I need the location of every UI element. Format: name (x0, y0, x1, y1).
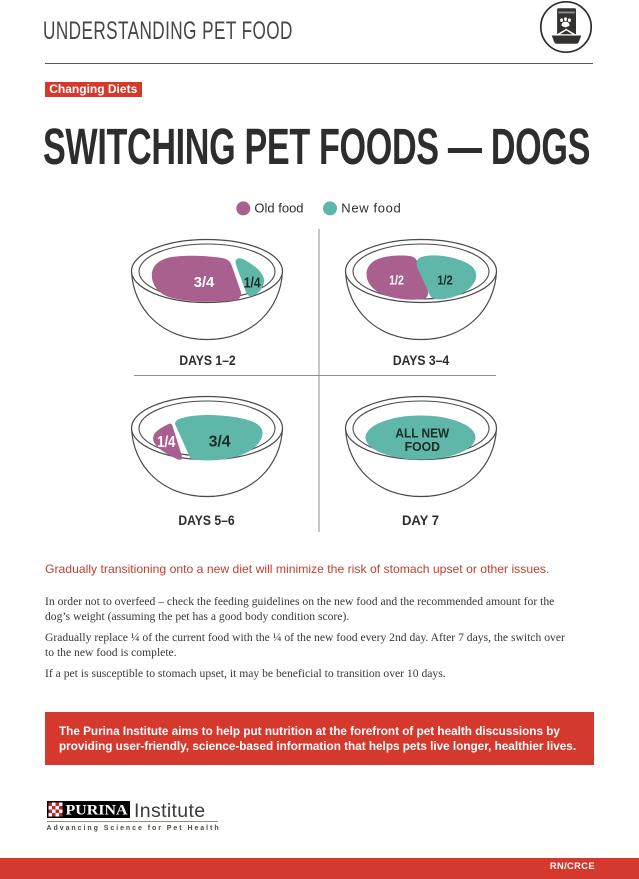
svg-text:Old food: Old food (254, 201, 303, 216)
svg-text:1/2: 1/2 (437, 273, 453, 288)
svg-text:New food: New food (341, 201, 401, 216)
svg-text:DAYS 3–4: DAYS 3–4 (393, 353, 450, 368)
svg-text:1/4: 1/4 (157, 434, 175, 451)
svg-text:DAYS 5–6: DAYS 5–6 (178, 513, 235, 528)
svg-text:ALL NEW: ALL NEW (395, 426, 450, 441)
svg-text:3/4: 3/4 (194, 274, 215, 291)
svg-text:3/4: 3/4 (209, 434, 231, 451)
svg-text:1/4: 1/4 (244, 275, 261, 292)
svg-text:DAYS 1–2: DAYS 1–2 (179, 353, 236, 368)
svg-text:DAY 7: DAY 7 (402, 513, 439, 528)
svg-text:1/2: 1/2 (389, 272, 404, 287)
svg-text:PURINA: PURINA (65, 802, 127, 818)
svg-text:FOOD: FOOD (405, 439, 440, 454)
